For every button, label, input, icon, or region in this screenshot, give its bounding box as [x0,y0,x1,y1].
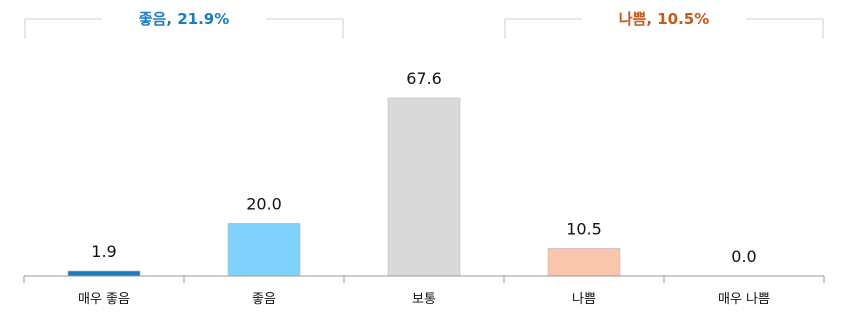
bar-1 [227,223,301,277]
category-label: 좋음 [252,292,276,307]
category-label: 매우 나쁨 [718,292,770,307]
value-label: 67.6 [406,69,442,88]
bar-2 [387,97,461,277]
group-bracket-right [266,18,344,39]
value-label: 20.0 [246,194,282,213]
category-label: 나쁨 [572,292,596,307]
group-bracket-left [24,18,102,39]
bar-0 [67,270,141,277]
group-bracket-left [504,18,582,39]
value-label: 10.5 [566,219,602,238]
group-bracket-right [746,18,824,39]
bar-3 [547,248,621,277]
category-label: 보통 [412,292,436,307]
group-label: 나쁨, 10.5% [619,10,710,28]
value-label: 1.9 [91,242,116,261]
group-label: 좋음, 21.9% [139,10,230,28]
category-label: 매우 좋음 [78,292,130,307]
value-label: 0.0 [731,247,756,266]
